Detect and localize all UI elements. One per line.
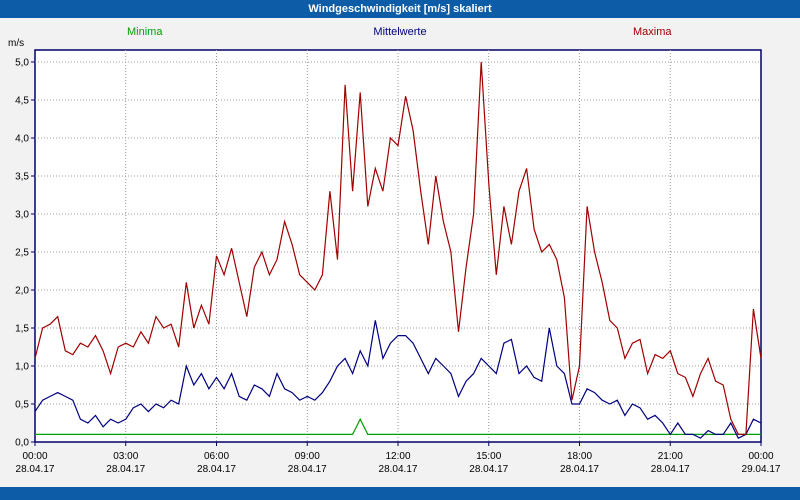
page-title: Windgeschwindigkeit [m/s] skaliert [308,3,492,15]
legend-mittelwerte: Mittelwerte [373,26,427,38]
y-tick-label: 5,0 [15,58,29,69]
x-tick-date-label: 28.04.17 [469,464,508,475]
x-tick-time-label: 00:00 [22,451,47,462]
y-tick-label: 3,0 [15,210,29,221]
x-tick-time-label: 12:00 [385,451,410,462]
x-tick-date-label: 28.04.17 [106,464,145,475]
y-axis-unit-label: m/s [8,38,24,49]
y-tick-label: 2,0 [15,286,29,297]
x-tick-time-label: 15:00 [476,451,501,462]
x-tick-date-label: 28.04.17 [651,464,690,475]
x-tick-date-label: 28.04.17 [560,464,599,475]
x-tick-time-label: 00:00 [748,451,773,462]
x-tick-date-label: 28.04.17 [16,464,55,475]
y-tick-label: 0,0 [15,438,29,449]
title-bar: Windgeschwindigkeit [m/s] skaliert [0,0,800,18]
y-tick-label: 4,5 [15,96,29,107]
y-tick-label: 2,5 [15,248,29,259]
x-tick-date-label: 28.04.17 [288,464,327,475]
series-maxima [34,61,762,435]
x-tick-date-label: 28.04.17 [197,464,236,475]
y-tick-label: 0,5 [15,400,29,411]
x-tick-date-label: 29.04.17 [742,464,781,475]
y-tick-label: 3,5 [15,172,29,183]
x-tick-time-label: 06:00 [204,451,229,462]
legend-minima: Minima [127,26,163,38]
x-tick-time-label: 09:00 [295,451,320,462]
x-tick-time-label: 03:00 [113,451,138,462]
gridlines [31,50,762,446]
series-mittelwerte [34,320,762,440]
x-tick-time-label: 21:00 [658,451,683,462]
y-tick-label: 1,5 [15,324,29,335]
x-tick-time-label: 18:00 [567,451,592,462]
series-minima [35,417,761,435]
legend-maxima: Maxima [633,26,672,38]
y-tick-label: 4,0 [15,134,29,145]
x-tick-date-label: 28.04.17 [379,464,418,475]
y-tick-label: 1,0 [15,362,29,373]
footer-bar [0,487,800,500]
